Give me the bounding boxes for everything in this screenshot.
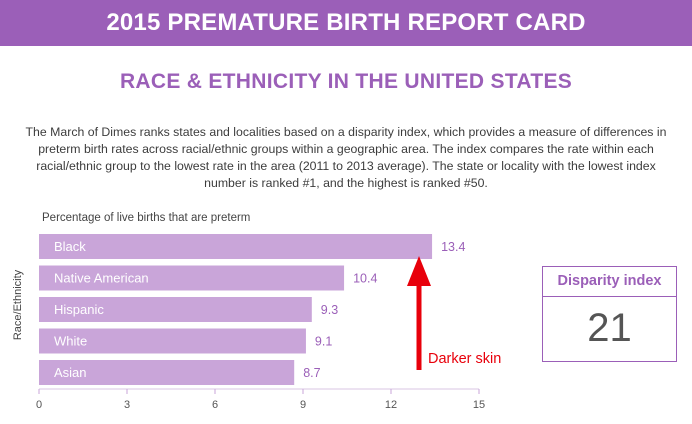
darker-skin-annotation: Darker skin bbox=[428, 351, 502, 367]
red-arrow-head bbox=[407, 256, 431, 286]
x-tick-label: 9 bbox=[300, 399, 306, 411]
disparity-index-value: 21 bbox=[587, 306, 632, 350]
x-tick-label: 3 bbox=[124, 399, 130, 411]
disparity-index-title: Disparity index bbox=[543, 267, 676, 297]
x-tick-label: 12 bbox=[385, 399, 397, 411]
data-label-hispanic: 9.3 bbox=[321, 303, 338, 317]
chart-title: Percentage of live births that are prete… bbox=[42, 212, 251, 224]
data-label-black: 13.4 bbox=[441, 240, 465, 254]
bar-hispanic bbox=[39, 297, 312, 322]
category-label-native-american: Native American bbox=[54, 271, 149, 286]
x-tick-label: 6 bbox=[212, 399, 218, 411]
disparity-index-box: Disparity index 21 bbox=[542, 266, 677, 362]
description-paragraph: The March of Dimes ranks states and loca… bbox=[25, 125, 667, 190]
bar-asian bbox=[39, 360, 295, 385]
data-label-native-american: 10.4 bbox=[353, 272, 377, 286]
x-tick-label: 0 bbox=[36, 399, 42, 411]
data-label-white: 9.1 bbox=[315, 335, 332, 349]
category-label-hispanic: Hispanic bbox=[54, 302, 104, 317]
category-label-black: Black bbox=[54, 239, 86, 254]
bars-group: Black 13.4 Native American 10.4 Hispanic 9.3 W… bbox=[39, 234, 465, 385]
bar-native-american bbox=[39, 265, 345, 291]
category-label-white: White bbox=[54, 334, 87, 349]
data-label-asian: 8.7 bbox=[303, 366, 320, 380]
category-label-asian: Asian bbox=[54, 365, 87, 380]
section-title: RACE & ETHNICITY IN THE UNITED STATES bbox=[119, 70, 573, 93]
y-axis-title: Race/Ethnicity bbox=[12, 269, 24, 340]
red-arrow bbox=[407, 256, 431, 370]
report-card-banner: 2015 PREMATURE BIRTH REPORT CARD bbox=[0, 0, 692, 46]
x-axis: 0 3 6 9 12 15 bbox=[36, 388, 485, 411]
x-tick-label: 15 bbox=[473, 399, 485, 411]
bar-black bbox=[39, 234, 433, 259]
bar-white bbox=[39, 328, 306, 354]
